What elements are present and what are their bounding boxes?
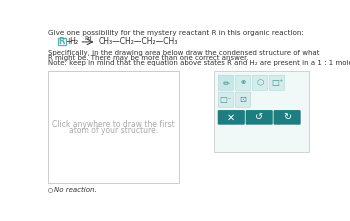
Text: Specifically, in the drawing area below draw the condensed structure of what: Specifically, in the drawing area below … — [48, 50, 320, 56]
Text: □⁻: □⁻ — [220, 95, 232, 104]
Text: ⬡: ⬡ — [256, 78, 264, 87]
Text: ↻: ↻ — [283, 112, 291, 122]
Text: □⁺: □⁺ — [271, 78, 283, 87]
Text: Pd: Pd — [84, 36, 92, 41]
Text: ↺: ↺ — [255, 112, 263, 122]
Text: ⚭: ⚭ — [239, 78, 246, 87]
FancyBboxPatch shape — [274, 110, 301, 125]
FancyBboxPatch shape — [246, 110, 273, 125]
Text: ⊡: ⊡ — [239, 95, 246, 104]
Text: CH₃—CH₂—CH₂—CH₃: CH₃—CH₂—CH₂—CH₃ — [99, 37, 178, 46]
FancyBboxPatch shape — [252, 75, 267, 90]
Text: No reaction.: No reaction. — [54, 187, 97, 193]
Bar — [58, 38, 66, 45]
Text: Click anywhere to draw the first: Click anywhere to draw the first — [52, 120, 175, 129]
FancyBboxPatch shape — [218, 92, 233, 107]
Text: R might be. There may be more than one correct answer.: R might be. There may be more than one c… — [48, 55, 249, 61]
FancyBboxPatch shape — [235, 75, 251, 90]
FancyBboxPatch shape — [270, 75, 285, 90]
Bar — [214, 71, 309, 152]
Text: +: + — [65, 37, 72, 46]
Text: R: R — [59, 37, 65, 46]
Text: H₂: H₂ — [69, 37, 78, 46]
Text: Note: keep in mind that the equation above states R and H₂ are present in a 1 : : Note: keep in mind that the equation abo… — [48, 60, 350, 66]
Text: ✏: ✏ — [222, 78, 229, 87]
Text: Give one possibility for the mystery reactant R in this organic reaction:: Give one possibility for the mystery rea… — [48, 30, 304, 36]
Text: ✕: ✕ — [227, 112, 235, 122]
Bar — [48, 71, 178, 183]
Text: atom of your structure.: atom of your structure. — [69, 126, 158, 135]
FancyBboxPatch shape — [218, 110, 245, 125]
FancyBboxPatch shape — [218, 75, 233, 90]
FancyBboxPatch shape — [235, 92, 251, 107]
